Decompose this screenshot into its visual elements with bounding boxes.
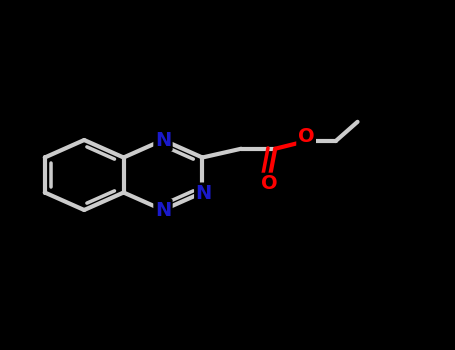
Text: N: N xyxy=(155,201,171,219)
Text: O: O xyxy=(262,174,278,193)
Text: N: N xyxy=(155,131,171,149)
Text: O: O xyxy=(298,127,314,146)
Text: N: N xyxy=(196,184,212,203)
